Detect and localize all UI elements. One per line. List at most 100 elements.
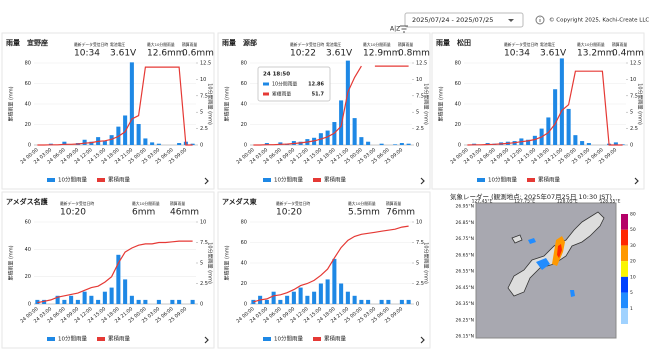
y2-tick-label: 0 — [416, 302, 419, 308]
y2-tick-label: 12.5 — [416, 61, 427, 67]
y-tick-label: 20 — [25, 122, 31, 128]
legend-label[interactable]: 10分間雨量 — [488, 176, 517, 184]
bar — [123, 279, 127, 304]
bar — [157, 144, 161, 145]
y2-tick-label: 2.5 — [630, 126, 638, 132]
legend-swatch — [313, 337, 321, 341]
legend-label[interactable]: 累積雨量 — [538, 176, 561, 184]
stat-value: 3.61V — [110, 49, 137, 59]
y2-tick-label: 0 — [630, 143, 633, 149]
lat-label: 26.75°N — [456, 236, 475, 242]
y-tick-label: 40 — [241, 261, 247, 267]
tooltip-name: 10分間雨量 — [272, 81, 297, 88]
bar — [299, 288, 303, 304]
stat-value: 0.6mm — [182, 49, 214, 59]
y-tick-label: 40 — [241, 102, 247, 108]
y2-axis-label: 10分間雨量 (mm) — [423, 242, 430, 284]
colorbar-swatch — [621, 293, 628, 309]
bar — [143, 300, 147, 304]
stat-label: 積算雨量 — [170, 201, 185, 206]
legend-swatch — [263, 178, 271, 182]
bar — [103, 292, 107, 304]
colorbar-swatch — [621, 214, 628, 230]
stat-value: 3.61V — [540, 49, 567, 59]
stat-label: 電池電圧 — [110, 42, 125, 47]
bar — [305, 296, 309, 304]
bar — [366, 142, 370, 145]
bar — [177, 300, 181, 304]
stat-value: 5.5mm — [348, 208, 380, 218]
next-arrow[interactable] — [205, 337, 208, 343]
y2-axis-label: 10分間雨量 (mm) — [207, 242, 214, 284]
stat-label: 最新データ受信日時 — [504, 42, 538, 47]
legend-label[interactable]: 10分間雨量 — [58, 176, 87, 184]
stat-value: 10:34 — [74, 49, 100, 59]
bar — [319, 284, 323, 305]
colorbar-label: 20 — [630, 259, 636, 265]
bar — [346, 292, 350, 304]
lon-label: 127.45°E — [472, 199, 493, 205]
chart-panel: アメダス東最新データ受信日時10:20最大10分間雨量5.5mm積算雨量76mm… — [218, 192, 430, 348]
lon-label: 128.35°E — [600, 199, 621, 205]
legend-label[interactable]: 累積雨量 — [108, 335, 131, 343]
bar — [346, 61, 350, 145]
stat-value: 46mm — [170, 208, 199, 218]
bar — [339, 284, 343, 305]
y2-tick-label: 5 — [200, 261, 203, 267]
legend-label[interactable]: 累積雨量 — [108, 176, 131, 184]
bar — [553, 89, 557, 145]
colorbar-label: 50 — [630, 227, 636, 233]
bar — [326, 279, 330, 304]
stat-label: 電池電圧 — [540, 42, 555, 47]
bar — [407, 144, 411, 145]
tooltip-name: 累積雨量 — [272, 91, 291, 98]
bar — [170, 300, 174, 304]
lat-label: 26.55°N — [456, 269, 475, 275]
legend-swatch — [97, 178, 105, 182]
colorbar-label: 10 — [630, 274, 636, 280]
next-arrow[interactable] — [205, 178, 208, 184]
y2-tick-label: 0 — [200, 302, 203, 308]
panel-title: 雨量 松田 — [436, 38, 471, 47]
stat-label: 積算雨量 — [182, 42, 197, 47]
stat-label: 最大10分間雨量 — [132, 201, 160, 206]
y2-tick-label: 10 — [200, 77, 206, 83]
panel-title: アメダス名護 — [6, 197, 49, 206]
bar — [353, 118, 357, 145]
bar — [359, 300, 363, 304]
next-arrow[interactable] — [421, 178, 424, 184]
y-tick-label: 60 — [241, 81, 247, 87]
y-tick-label: 0 — [244, 143, 247, 149]
bar — [89, 296, 93, 304]
colorbar-swatch — [621, 261, 628, 277]
y2-tick-label: 12.5 — [200, 61, 211, 67]
y-tick-label: 0 — [28, 302, 31, 308]
sort-icon[interactable]: A|Z — [390, 26, 400, 33]
chart-panel: 雨量 源部最新データ受信日時10:22電池電圧3.61V最大10分間雨量12.9… — [218, 33, 430, 189]
lat-label: 26.15°N — [456, 334, 475, 340]
next-arrow[interactable] — [635, 178, 638, 184]
y-tick-label: 80 — [241, 61, 247, 67]
legend-label[interactable]: 10分間雨量 — [274, 335, 303, 343]
y2-tick-label: 0 — [416, 143, 419, 149]
legend-label[interactable]: 累積雨量 — [324, 176, 347, 184]
y-tick-label: 20 — [455, 122, 461, 128]
y-tick-label: 20 — [241, 122, 247, 128]
legend-label[interactable]: 累積雨量 — [324, 335, 347, 343]
legend-label[interactable]: 10分間雨量 — [58, 335, 87, 343]
y-tick-label: 20 — [25, 274, 31, 280]
y2-tick-label: 12.5 — [630, 61, 641, 67]
stat-label: 積算雨量 — [398, 42, 413, 47]
bar — [400, 300, 404, 304]
stat-label: 最大10分間雨量 — [577, 42, 605, 47]
bar — [353, 296, 357, 304]
y2-tick-label: 10 — [416, 220, 422, 226]
y-tick-label: 40 — [455, 102, 461, 108]
tooltip-value: 51.7 — [312, 92, 325, 98]
y-tick-label: 40 — [25, 247, 31, 253]
stat-label: 最新データ受信日時 — [276, 201, 310, 206]
next-arrow[interactable] — [421, 337, 424, 343]
bar — [312, 292, 316, 304]
line — [37, 241, 192, 303]
legend-label[interactable]: 10分間雨量 — [274, 176, 303, 184]
